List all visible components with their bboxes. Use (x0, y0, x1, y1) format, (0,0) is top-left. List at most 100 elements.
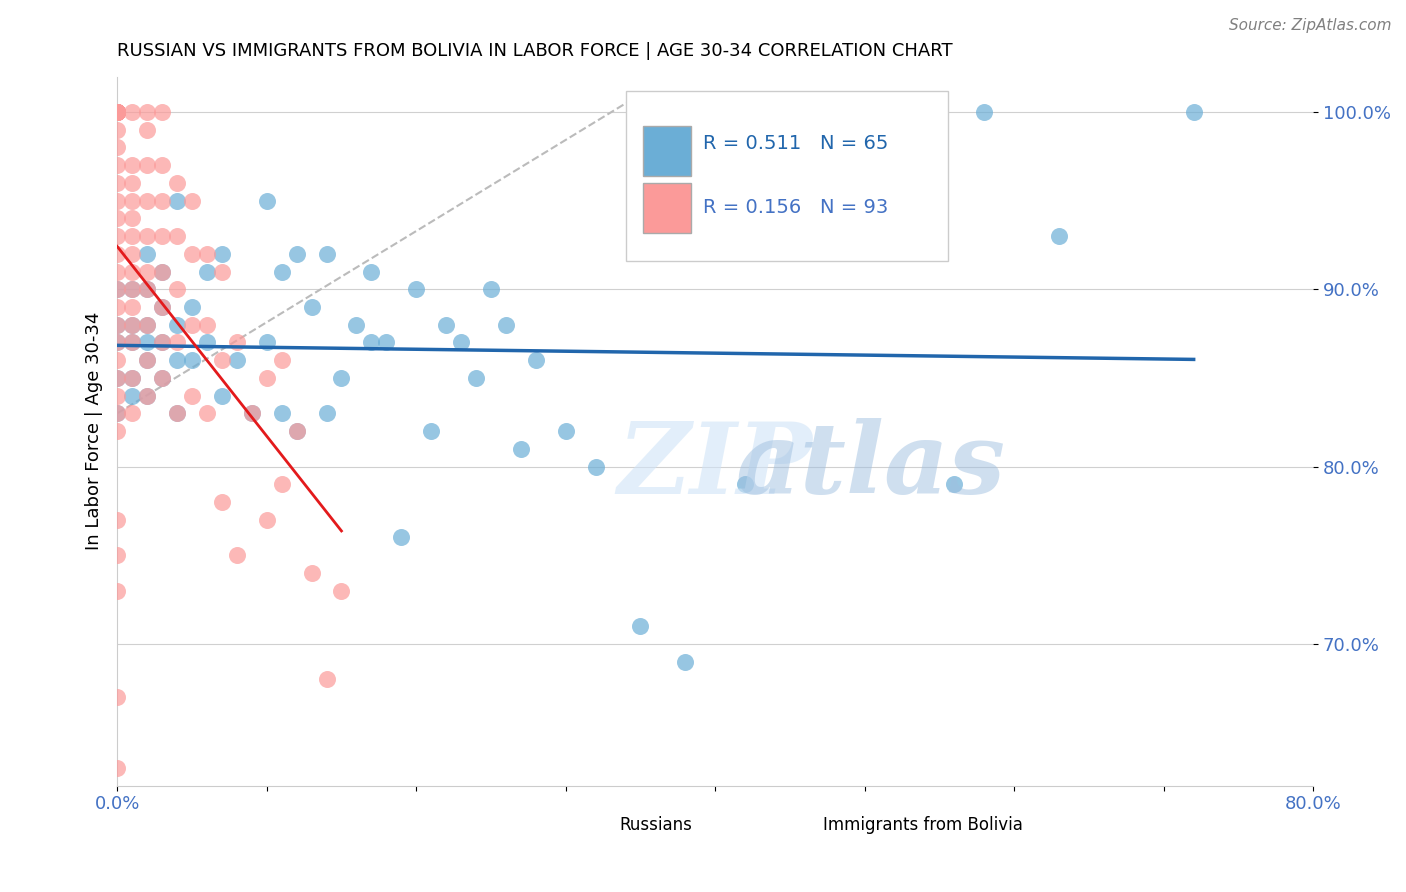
Point (301, 566, 323, 580)
Point (150, 264, 173, 278)
Point (195, 318, 218, 332)
Y-axis label: In Labor Force | Age 30-34: In Labor Force | Age 30-34 (86, 312, 103, 550)
Point (136, 389, 159, 403)
Point (195, 406, 218, 420)
Point (181, 389, 204, 403)
Point (166, 176, 188, 190)
FancyBboxPatch shape (626, 91, 949, 261)
Point (166, 335, 188, 350)
Point (105, 140, 128, 154)
Point (495, 318, 517, 332)
Point (121, 264, 143, 278)
Point (420, 424, 443, 438)
Point (479, 282, 502, 296)
Point (509, 442, 531, 456)
Point (301, 300, 323, 314)
Point (330, 583, 353, 598)
Point (150, 105, 173, 120)
Point (136, 318, 159, 332)
Point (181, 353, 204, 368)
Point (105, 105, 128, 120)
Point (105, 318, 128, 332)
Point (121, 371, 143, 385)
Point (315, 406, 337, 420)
Point (121, 300, 143, 314)
Point (121, 211, 143, 226)
Point (105, 406, 128, 420)
Point (150, 264, 173, 278)
Point (150, 300, 173, 314)
Point (225, 353, 247, 368)
Point (256, 513, 278, 527)
Point (585, 459, 607, 474)
Point (166, 229, 188, 244)
FancyBboxPatch shape (560, 807, 607, 835)
Point (195, 247, 218, 261)
Point (150, 371, 173, 385)
FancyBboxPatch shape (644, 127, 692, 176)
Point (330, 371, 353, 385)
Point (121, 335, 143, 350)
Point (195, 335, 218, 350)
Point (166, 353, 188, 368)
Point (105, 194, 128, 208)
Point (121, 371, 143, 385)
Point (105, 406, 128, 420)
Point (166, 406, 188, 420)
Point (405, 282, 427, 296)
Point (105, 690, 128, 704)
Point (105, 761, 128, 775)
Point (136, 389, 159, 403)
Point (240, 406, 263, 420)
Point (285, 247, 308, 261)
Point (285, 424, 308, 438)
Point (360, 264, 382, 278)
Point (166, 318, 188, 332)
Point (105, 353, 128, 368)
Point (240, 406, 263, 420)
Point (136, 353, 159, 368)
Point (105, 105, 128, 120)
Text: Russians: Russians (620, 815, 692, 834)
Text: ZIP: ZIP (617, 418, 813, 515)
Point (136, 229, 159, 244)
Point (450, 335, 472, 350)
Point (344, 318, 367, 332)
Point (105, 211, 128, 226)
Point (375, 335, 398, 350)
Point (105, 122, 128, 136)
Point (434, 318, 457, 332)
Point (121, 282, 143, 296)
Point (105, 335, 128, 350)
Point (256, 194, 278, 208)
Point (105, 176, 128, 190)
Point (136, 335, 159, 350)
Point (105, 264, 128, 278)
Point (105, 105, 128, 120)
Text: R = 0.156   N = 93: R = 0.156 N = 93 (703, 198, 889, 218)
Point (734, 477, 756, 491)
Point (105, 105, 128, 120)
Point (166, 406, 188, 420)
Point (181, 247, 204, 261)
Point (121, 335, 143, 350)
Point (943, 477, 966, 491)
Point (1182, 105, 1205, 120)
Point (121, 318, 143, 332)
Point (105, 105, 128, 120)
Point (136, 318, 159, 332)
Point (673, 655, 696, 669)
Point (181, 318, 204, 332)
Point (121, 176, 143, 190)
Point (389, 531, 412, 545)
Point (211, 495, 233, 509)
Point (136, 264, 159, 278)
Text: R = 0.511   N = 65: R = 0.511 N = 65 (703, 135, 889, 153)
Point (554, 424, 576, 438)
Point (105, 371, 128, 385)
Point (121, 158, 143, 172)
Point (315, 673, 337, 687)
Point (270, 477, 292, 491)
Point (211, 353, 233, 368)
Point (105, 389, 128, 403)
